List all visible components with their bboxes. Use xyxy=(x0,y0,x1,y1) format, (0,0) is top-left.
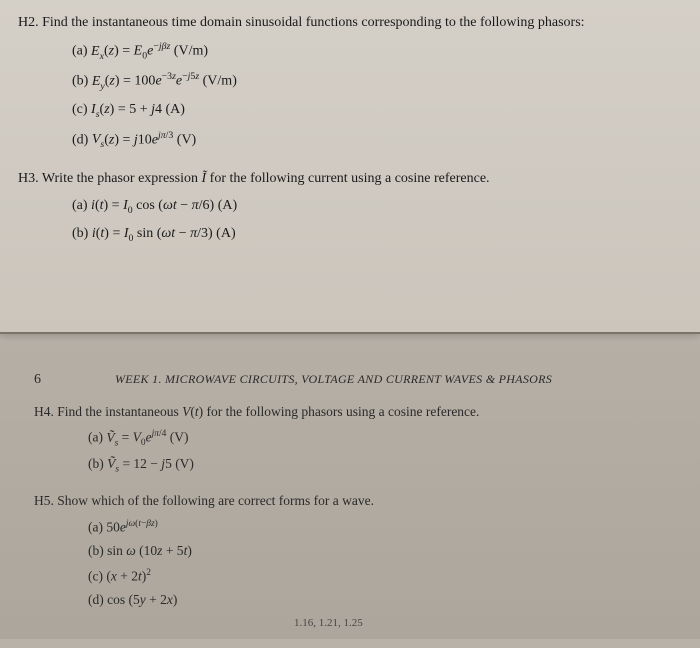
h2-header: H2. Find the instantaneous time domain s… xyxy=(18,12,682,33)
chapter-title: WEEK 1. MICROWAVE CIRCUITS, VOLTAGE AND … xyxy=(115,372,552,386)
h5-header: H5. Show which of the following are corr… xyxy=(34,491,682,511)
h4-item-b: (b) Ṽs = 12 − j5 (V) xyxy=(88,454,682,477)
h2-item-a: (a) Ex(z) = E0e−jβz (V/m) xyxy=(72,39,682,64)
h3-item-a: (a) i(t) = I0 cos (ωt − π/6) (A) xyxy=(72,195,682,218)
h3-header: H3. Write the phasor expression Ĩ for th… xyxy=(18,168,682,189)
h2-item-d: (d) Vs(z) = j10ejπ/3 (V) xyxy=(72,128,682,153)
h3-item-b: (b) i(t) = I0 sin (ωt − π/3) (A) xyxy=(72,223,682,246)
h4-header: H4. Find the instantaneous V(t) for the … xyxy=(34,402,682,422)
h4-item-a: (a) Ṽs = V0ejπ/4 (V) xyxy=(88,427,682,450)
h5-item-a: (a) 50ejω(t−βz) xyxy=(88,517,682,538)
h5-item-d: (d) cos (5y + 2x) xyxy=(88,590,682,610)
h2-item-c: (c) Is(z) = 5 + j4 (A) xyxy=(72,99,682,122)
h5-item-b: (b) sin ω (10z + 5t) xyxy=(88,541,682,561)
footer-numbers: 1.16, 1.21, 1.25 xyxy=(294,617,682,629)
h5-item-c: (c) (x + 2t)2 xyxy=(88,566,682,587)
h2-item-b: (b) Ey(z) = 100e−3ze−j5z (V/m) xyxy=(72,69,682,94)
page-number: 6 xyxy=(34,372,41,388)
